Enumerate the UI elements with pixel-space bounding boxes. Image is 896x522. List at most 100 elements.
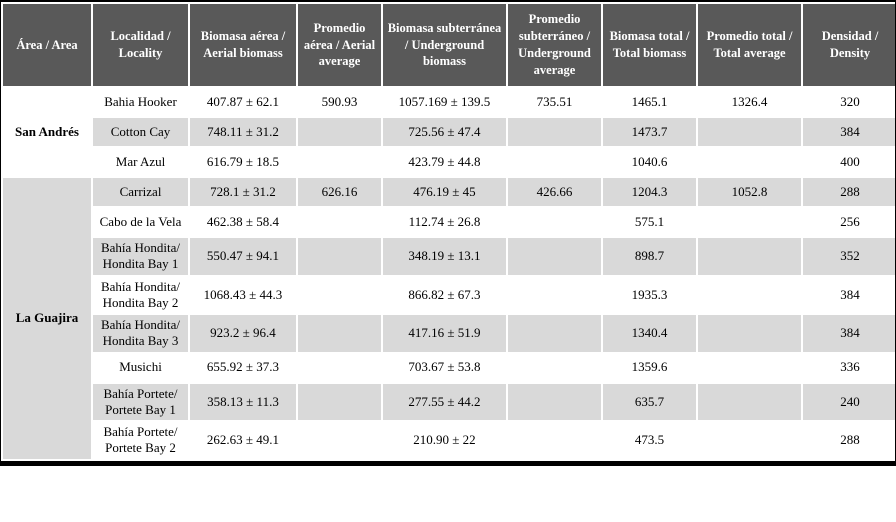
cell-locality: Carrizal bbox=[91, 176, 190, 208]
cell-total-average bbox=[696, 313, 803, 354]
cell-total-biomass: 1040.6 bbox=[601, 146, 698, 178]
cell-locality: Musichi bbox=[91, 351, 190, 384]
cell-underground-average bbox=[506, 206, 603, 238]
header-aerial-average: Promedio aérea / Aerial average bbox=[296, 2, 383, 88]
header-underground-average: Promedio subterráneo / Underground avera… bbox=[506, 2, 603, 88]
table-row: Mar Azul 616.79 ± 18.5 423.79 ± 44.8 1040.6… bbox=[2, 146, 895, 178]
cell-aerial-biomass: 358.13 ± 11.3 bbox=[188, 381, 298, 422]
cell-underground-average bbox=[506, 146, 603, 178]
cell-underground-average: 735.51 bbox=[506, 86, 603, 118]
cell-aerial-biomass: 407.87 ± 62.1 bbox=[188, 86, 298, 118]
cell-aerial-biomass: 923.2 ± 96.4 bbox=[188, 313, 298, 354]
cell-aerial-biomass: 1068.43 ± 44.3 bbox=[188, 274, 298, 315]
cell-aerial-average bbox=[296, 206, 383, 238]
cell-underground-biomass: 725.56 ± 47.4 bbox=[381, 116, 508, 148]
cell-total-average: 1326.4 bbox=[696, 86, 803, 118]
cell-total-average bbox=[696, 351, 803, 384]
cell-locality: Bahía Portete/ Portete Bay 2 bbox=[91, 420, 190, 461]
cell-total-biomass: 635.7 bbox=[601, 381, 698, 422]
cell-underground-biomass: 866.82 ± 67.3 bbox=[381, 274, 508, 315]
cell-density: 336 bbox=[801, 351, 895, 384]
cell-total-biomass: 898.7 bbox=[601, 236, 698, 277]
cell-density: 288 bbox=[801, 420, 895, 461]
cell-underground-biomass: 210.90 ± 22 bbox=[381, 420, 508, 461]
cell-aerial-average: 590.93 bbox=[296, 86, 383, 118]
header-row: Área / Area Localidad / Locality Biomasa… bbox=[1, 2, 895, 88]
cell-aerial-average bbox=[296, 420, 383, 461]
cell-total-average bbox=[696, 420, 803, 461]
cell-total-biomass: 1473.7 bbox=[601, 116, 698, 148]
cell-aerial-average bbox=[296, 116, 383, 148]
cell-underground-average bbox=[506, 420, 603, 461]
cell-total-biomass: 1935.3 bbox=[601, 274, 698, 315]
cell-aerial-biomass: 616.79 ± 18.5 bbox=[188, 146, 298, 178]
cell-density: 240 bbox=[801, 381, 895, 422]
table-row: Bahía Portete/ Portete Bay 2 262.63 ± 49.… bbox=[2, 420, 895, 461]
cell-density: 320 bbox=[801, 86, 895, 118]
cell-underground-average bbox=[506, 274, 603, 315]
cell-total-average bbox=[696, 236, 803, 277]
cell-underground-biomass: 703.67 ± 53.8 bbox=[381, 351, 508, 384]
cell-underground-average bbox=[506, 236, 603, 277]
cell-total-average bbox=[696, 116, 803, 148]
cell-total-average bbox=[696, 381, 803, 422]
cell-aerial-average bbox=[296, 313, 383, 354]
cell-underground-biomass: 112.74 ± 26.8 bbox=[381, 206, 508, 238]
cell-density: 384 bbox=[801, 116, 895, 148]
table-row: Bahía Hondita/ Hondita Bay 2 1068.43 ± 44… bbox=[2, 274, 895, 315]
cell-aerial-biomass: 728.1 ± 31.2 bbox=[188, 176, 298, 208]
cell-underground-biomass: 476.19 ± 45 bbox=[381, 176, 508, 208]
cell-underground-average bbox=[506, 351, 603, 384]
cell-underground-average bbox=[506, 313, 603, 354]
biomass-table-frame: Área / Area Localidad / Locality Biomasa… bbox=[0, 0, 896, 466]
header-total-biomass: Biomasa total / Total biomass bbox=[601, 2, 698, 88]
table-row: Cotton Cay 748.11 ± 31.2 725.56 ± 47.4 1473… bbox=[2, 116, 895, 148]
cell-underground-average bbox=[506, 116, 603, 148]
cell-locality: Bahía Portete/ Portete Bay 1 bbox=[91, 381, 190, 422]
header-locality: Localidad / Locality bbox=[91, 2, 190, 88]
cell-underground-biomass: 417.16 ± 51.9 bbox=[381, 313, 508, 354]
cell-underground-biomass: 348.19 ± 13.1 bbox=[381, 236, 508, 277]
cell-total-average: 1052.8 bbox=[696, 176, 803, 208]
cell-locality: Bahía Hondita/ Hondita Bay 3 bbox=[91, 313, 190, 354]
cell-aerial-average bbox=[296, 274, 383, 315]
table-row: Bahía Portete/ Portete Bay 1 358.13 ± 11.… bbox=[2, 381, 895, 422]
cell-aerial-average bbox=[296, 381, 383, 422]
cell-aerial-average bbox=[296, 236, 383, 277]
cell-aerial-biomass: 655.92 ± 37.3 bbox=[188, 351, 298, 384]
area-cell: La Guajira bbox=[1, 176, 93, 461]
table-row: La Guajira Carrizal 728.1 ± 31.2 626.16 476.… bbox=[1, 176, 895, 461]
table-row: Musichi 655.92 ± 37.3 703.67 ± 53.8 1359.6 3… bbox=[2, 351, 895, 384]
cell-total-biomass: 1465.1 bbox=[601, 86, 698, 118]
header-aerial-biomass: Biomasa aérea / Aerial biomass bbox=[188, 2, 298, 88]
cell-density: 384 bbox=[801, 274, 895, 315]
cell-aerial-biomass: 748.11 ± 31.2 bbox=[188, 116, 298, 148]
header-density: Densidad / Density bbox=[801, 2, 895, 88]
table-row: Bahía Hondita/ Hondita Bay 1 550.47 ± 94.… bbox=[2, 236, 895, 277]
cell-density: 384 bbox=[801, 313, 895, 354]
cell-total-biomass: 1359.6 bbox=[601, 351, 698, 384]
cell-density: 256 bbox=[801, 206, 895, 238]
cell-underground-average: 426.66 bbox=[506, 176, 603, 208]
table-header: Área / Area Localidad / Locality Biomasa… bbox=[1, 2, 895, 88]
cell-locality: Cotton Cay bbox=[91, 116, 190, 148]
header-total-average: Promedio total / Total average bbox=[696, 2, 803, 88]
cell-total-average bbox=[696, 146, 803, 178]
cell-underground-biomass: 423.79 ± 44.8 bbox=[381, 146, 508, 178]
cell-locality: Cabo de la Vela bbox=[91, 206, 190, 238]
cell-total-biomass: 1340.4 bbox=[601, 313, 698, 354]
cell-aerial-average bbox=[296, 146, 383, 178]
table-body: San Andrés Bahia Hooker 407.87 ± 62.1 590.9… bbox=[1, 86, 895, 461]
table-row: San Andrés Bahia Hooker 407.87 ± 62.1 590.9… bbox=[1, 86, 895, 178]
cell-total-biomass: 1204.3 bbox=[601, 176, 698, 208]
header-underground-biomass: Biomasa subterránea / Underground biomas… bbox=[381, 2, 508, 88]
cell-density: 352 bbox=[801, 236, 895, 277]
biomass-table: Área / Area Localidad / Locality Biomasa… bbox=[1, 2, 895, 461]
cell-locality: Bahía Hondita/ Hondita Bay 1 bbox=[91, 236, 190, 277]
cell-locality: Bahia Hooker bbox=[91, 86, 190, 118]
cell-locality: Bahía Hondita/ Hondita Bay 2 bbox=[91, 274, 190, 315]
cell-density: 288 bbox=[801, 176, 895, 208]
cell-underground-biomass: 1057.169 ± 139.5 bbox=[381, 86, 508, 118]
cell-aerial-biomass: 262.63 ± 49.1 bbox=[188, 420, 298, 461]
cell-locality: Mar Azul bbox=[91, 146, 190, 178]
